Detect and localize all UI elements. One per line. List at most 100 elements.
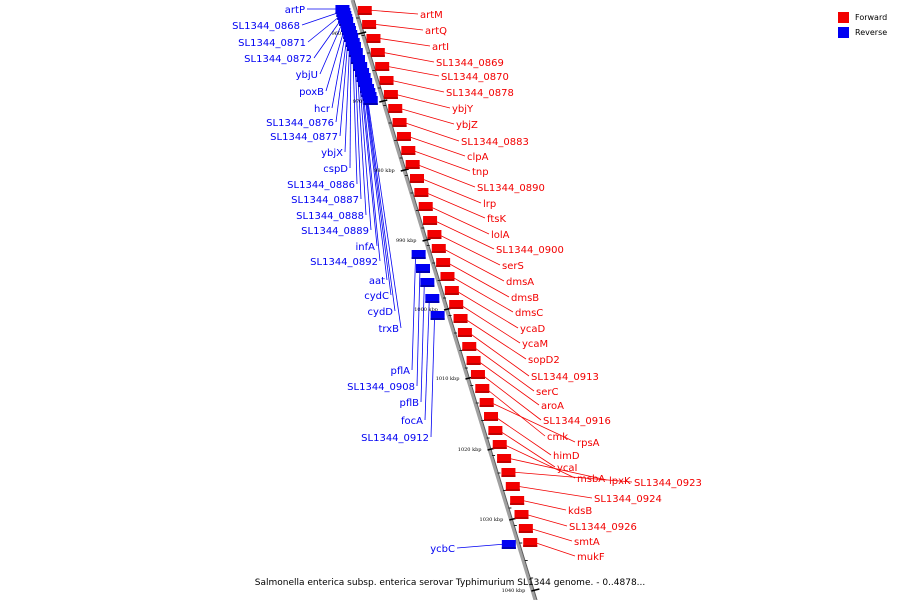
- gene-label-clpA[interactable]: clpA: [467, 152, 489, 163]
- gene-feature-artQ[interactable]: [362, 20, 377, 29]
- gene-feature-ftsK[interactable]: [414, 188, 429, 197]
- gene-feature-ycaD[interactable]: [444, 286, 459, 295]
- gene-feature-pflA[interactable]: [411, 250, 426, 259]
- gene-label-lolA[interactable]: lolA: [491, 230, 510, 241]
- gene-label-SL1344_0900[interactable]: SL1344_0900: [496, 245, 564, 256]
- gene-feature-SL1344_0878[interactable]: [379, 76, 394, 85]
- gene-label-SL1344_0913[interactable]: SL1344_0913: [531, 372, 599, 383]
- gene-feature-rpsA[interactable]: [479, 398, 494, 407]
- gene-label-mukF[interactable]: mukF: [577, 552, 605, 563]
- gene-feature-SL1344_0900[interactable]: [423, 216, 438, 225]
- gene-feature-tnp[interactable]: [401, 146, 416, 155]
- gene-feature-dmsC[interactable]: [440, 272, 455, 281]
- gene-feature-focA[interactable]: [425, 294, 440, 303]
- gene-label-artP[interactable]: artP: [285, 5, 305, 16]
- legend-item-forward[interactable]: Forward: [838, 10, 887, 25]
- gene-label-dmsA[interactable]: dmsA: [506, 277, 534, 288]
- gene-feature-aroA[interactable]: [466, 356, 481, 365]
- gene-label-SL1344_0889[interactable]: SL1344_0889: [301, 226, 369, 237]
- gene-label-pflA[interactable]: pflA: [391, 366, 411, 377]
- gene-label-msbA[interactable]: msbA: [577, 474, 605, 485]
- gene-feature-ybjY[interactable]: [383, 90, 398, 99]
- gene-feature-himD[interactable]: [484, 412, 499, 421]
- gene-feature-msbA[interactable]: [492, 440, 507, 449]
- gene-label-trxB[interactable]: trxB: [378, 324, 399, 335]
- gene-label-SL1344_0883[interactable]: SL1344_0883: [461, 137, 529, 148]
- gene-feature-artM[interactable]: [357, 6, 372, 15]
- gene-feature-SL1344_0883[interactable]: [392, 118, 407, 127]
- gene-feature-SL1344_0912[interactable]: [430, 311, 445, 320]
- gene-label-tnp[interactable]: tnp: [472, 167, 489, 178]
- gene-label-SL1344_0876[interactable]: SL1344_0876: [266, 118, 334, 129]
- gene-feature-ycbC[interactable]: [501, 540, 516, 549]
- gene-label-lrp[interactable]: lrp: [483, 199, 496, 210]
- gene-feature-SL1344_0890[interactable]: [405, 160, 420, 169]
- gene-label-SL1344_0870[interactable]: SL1344_0870: [441, 72, 509, 83]
- gene-label-cspD[interactable]: cspD: [323, 164, 348, 175]
- gene-feature-dmsA[interactable]: [431, 244, 446, 253]
- gene-feature-lpxK[interactable]: [497, 454, 512, 463]
- gene-feature-SL1344_0913[interactable]: [457, 328, 472, 337]
- gene-label-pflB[interactable]: pflB: [399, 398, 419, 409]
- gene-feature-lolA[interactable]: [418, 202, 433, 211]
- gene-label-serC[interactable]: serC: [536, 387, 558, 398]
- gene-label-SL1344_0892[interactable]: SL1344_0892: [310, 257, 378, 268]
- gene-feature-artI[interactable]: [366, 34, 381, 43]
- gene-label-SL1344_0923[interactable]: SL1344_0923: [634, 478, 702, 489]
- gene-label-sopD2[interactable]: sopD2: [528, 355, 560, 366]
- gene-feature-kdsB[interactable]: [510, 496, 525, 505]
- gene-feature-SL1344_0908[interactable]: [415, 264, 430, 273]
- gene-label-cydC[interactable]: cydC: [364, 291, 389, 302]
- gene-label-SL1344_0924[interactable]: SL1344_0924: [594, 494, 662, 505]
- gene-label-cydD[interactable]: cydD: [368, 307, 394, 318]
- gene-label-poxB[interactable]: poxB: [299, 87, 324, 98]
- gene-label-aat[interactable]: aat: [369, 276, 385, 287]
- gene-feature-ycaM[interactable]: [449, 300, 464, 309]
- gene-feature-trxB[interactable]: [363, 96, 378, 105]
- gene-label-SL1344_0877[interactable]: SL1344_0877: [270, 132, 338, 143]
- gene-label-SL1344_0871[interactable]: SL1344_0871: [238, 38, 306, 49]
- gene-label-ycbC[interactable]: ycbC: [430, 544, 455, 555]
- gene-feature-clpA[interactable]: [396, 132, 411, 141]
- gene-label-smtA[interactable]: smtA: [574, 537, 600, 548]
- gene-label-SL1344_0890[interactable]: SL1344_0890: [477, 183, 545, 194]
- gene-feature-pflB[interactable]: [420, 278, 435, 287]
- gene-label-ybjX[interactable]: ybjX: [321, 148, 343, 159]
- gene-label-artQ[interactable]: artQ: [425, 26, 447, 37]
- gene-label-infA[interactable]: infA: [356, 242, 376, 253]
- gene-label-focA[interactable]: focA: [401, 416, 423, 427]
- gene-feature-serS[interactable]: [427, 230, 442, 239]
- gene-feature-cmk[interactable]: [475, 384, 490, 393]
- gene-label-ybjY[interactable]: ybjY: [452, 104, 474, 115]
- gene-feature-mukF[interactable]: [523, 538, 538, 547]
- gene-label-SL1344_0872[interactable]: SL1344_0872: [244, 54, 312, 65]
- gene-label-artI[interactable]: artI: [432, 42, 449, 53]
- gene-label-SL1344_0887[interactable]: SL1344_0887: [291, 195, 359, 206]
- gene-feature-SL1344_0926[interactable]: [514, 510, 529, 519]
- gene-label-ycaI[interactable]: ycaI: [557, 463, 578, 474]
- gene-label-himD[interactable]: himD: [553, 451, 580, 462]
- gene-feature-ybjZ[interactable]: [388, 104, 403, 113]
- gene-label-serS[interactable]: serS: [502, 261, 524, 272]
- gene-feature-SL1344_0923[interactable]: [501, 468, 516, 477]
- gene-feature-ycaI[interactable]: [488, 426, 503, 435]
- gene-label-rpsA[interactable]: rpsA: [577, 438, 600, 449]
- gene-feature-lrp[interactable]: [410, 174, 425, 183]
- gene-label-ycaD[interactable]: ycaD: [520, 324, 546, 335]
- gene-label-lpxK[interactable]: lpxK: [609, 476, 631, 487]
- gene-label-ybjZ[interactable]: ybjZ: [456, 120, 478, 131]
- gene-label-dmsB[interactable]: dmsB: [511, 293, 539, 304]
- gene-label-artM[interactable]: artM: [420, 10, 443, 21]
- gene-label-aroA[interactable]: aroA: [541, 401, 564, 412]
- gene-feature-dmsB[interactable]: [436, 258, 451, 267]
- gene-label-SL1344_0926[interactable]: SL1344_0926: [569, 522, 637, 533]
- gene-feature-SL1344_0924[interactable]: [505, 482, 520, 491]
- gene-label-SL1344_0878[interactable]: SL1344_0878: [446, 88, 514, 99]
- gene-label-hcr[interactable]: hcr: [314, 104, 331, 115]
- gene-feature-serC[interactable]: [462, 342, 477, 351]
- gene-feature-SL1344_0916[interactable]: [470, 370, 485, 379]
- gene-label-SL1344_0912[interactable]: SL1344_0912: [361, 433, 429, 444]
- gene-feature-smtA[interactable]: [518, 524, 533, 533]
- gene-label-dmsC[interactable]: dmsC: [515, 308, 543, 319]
- gene-label-SL1344_0888[interactable]: SL1344_0888: [296, 211, 364, 222]
